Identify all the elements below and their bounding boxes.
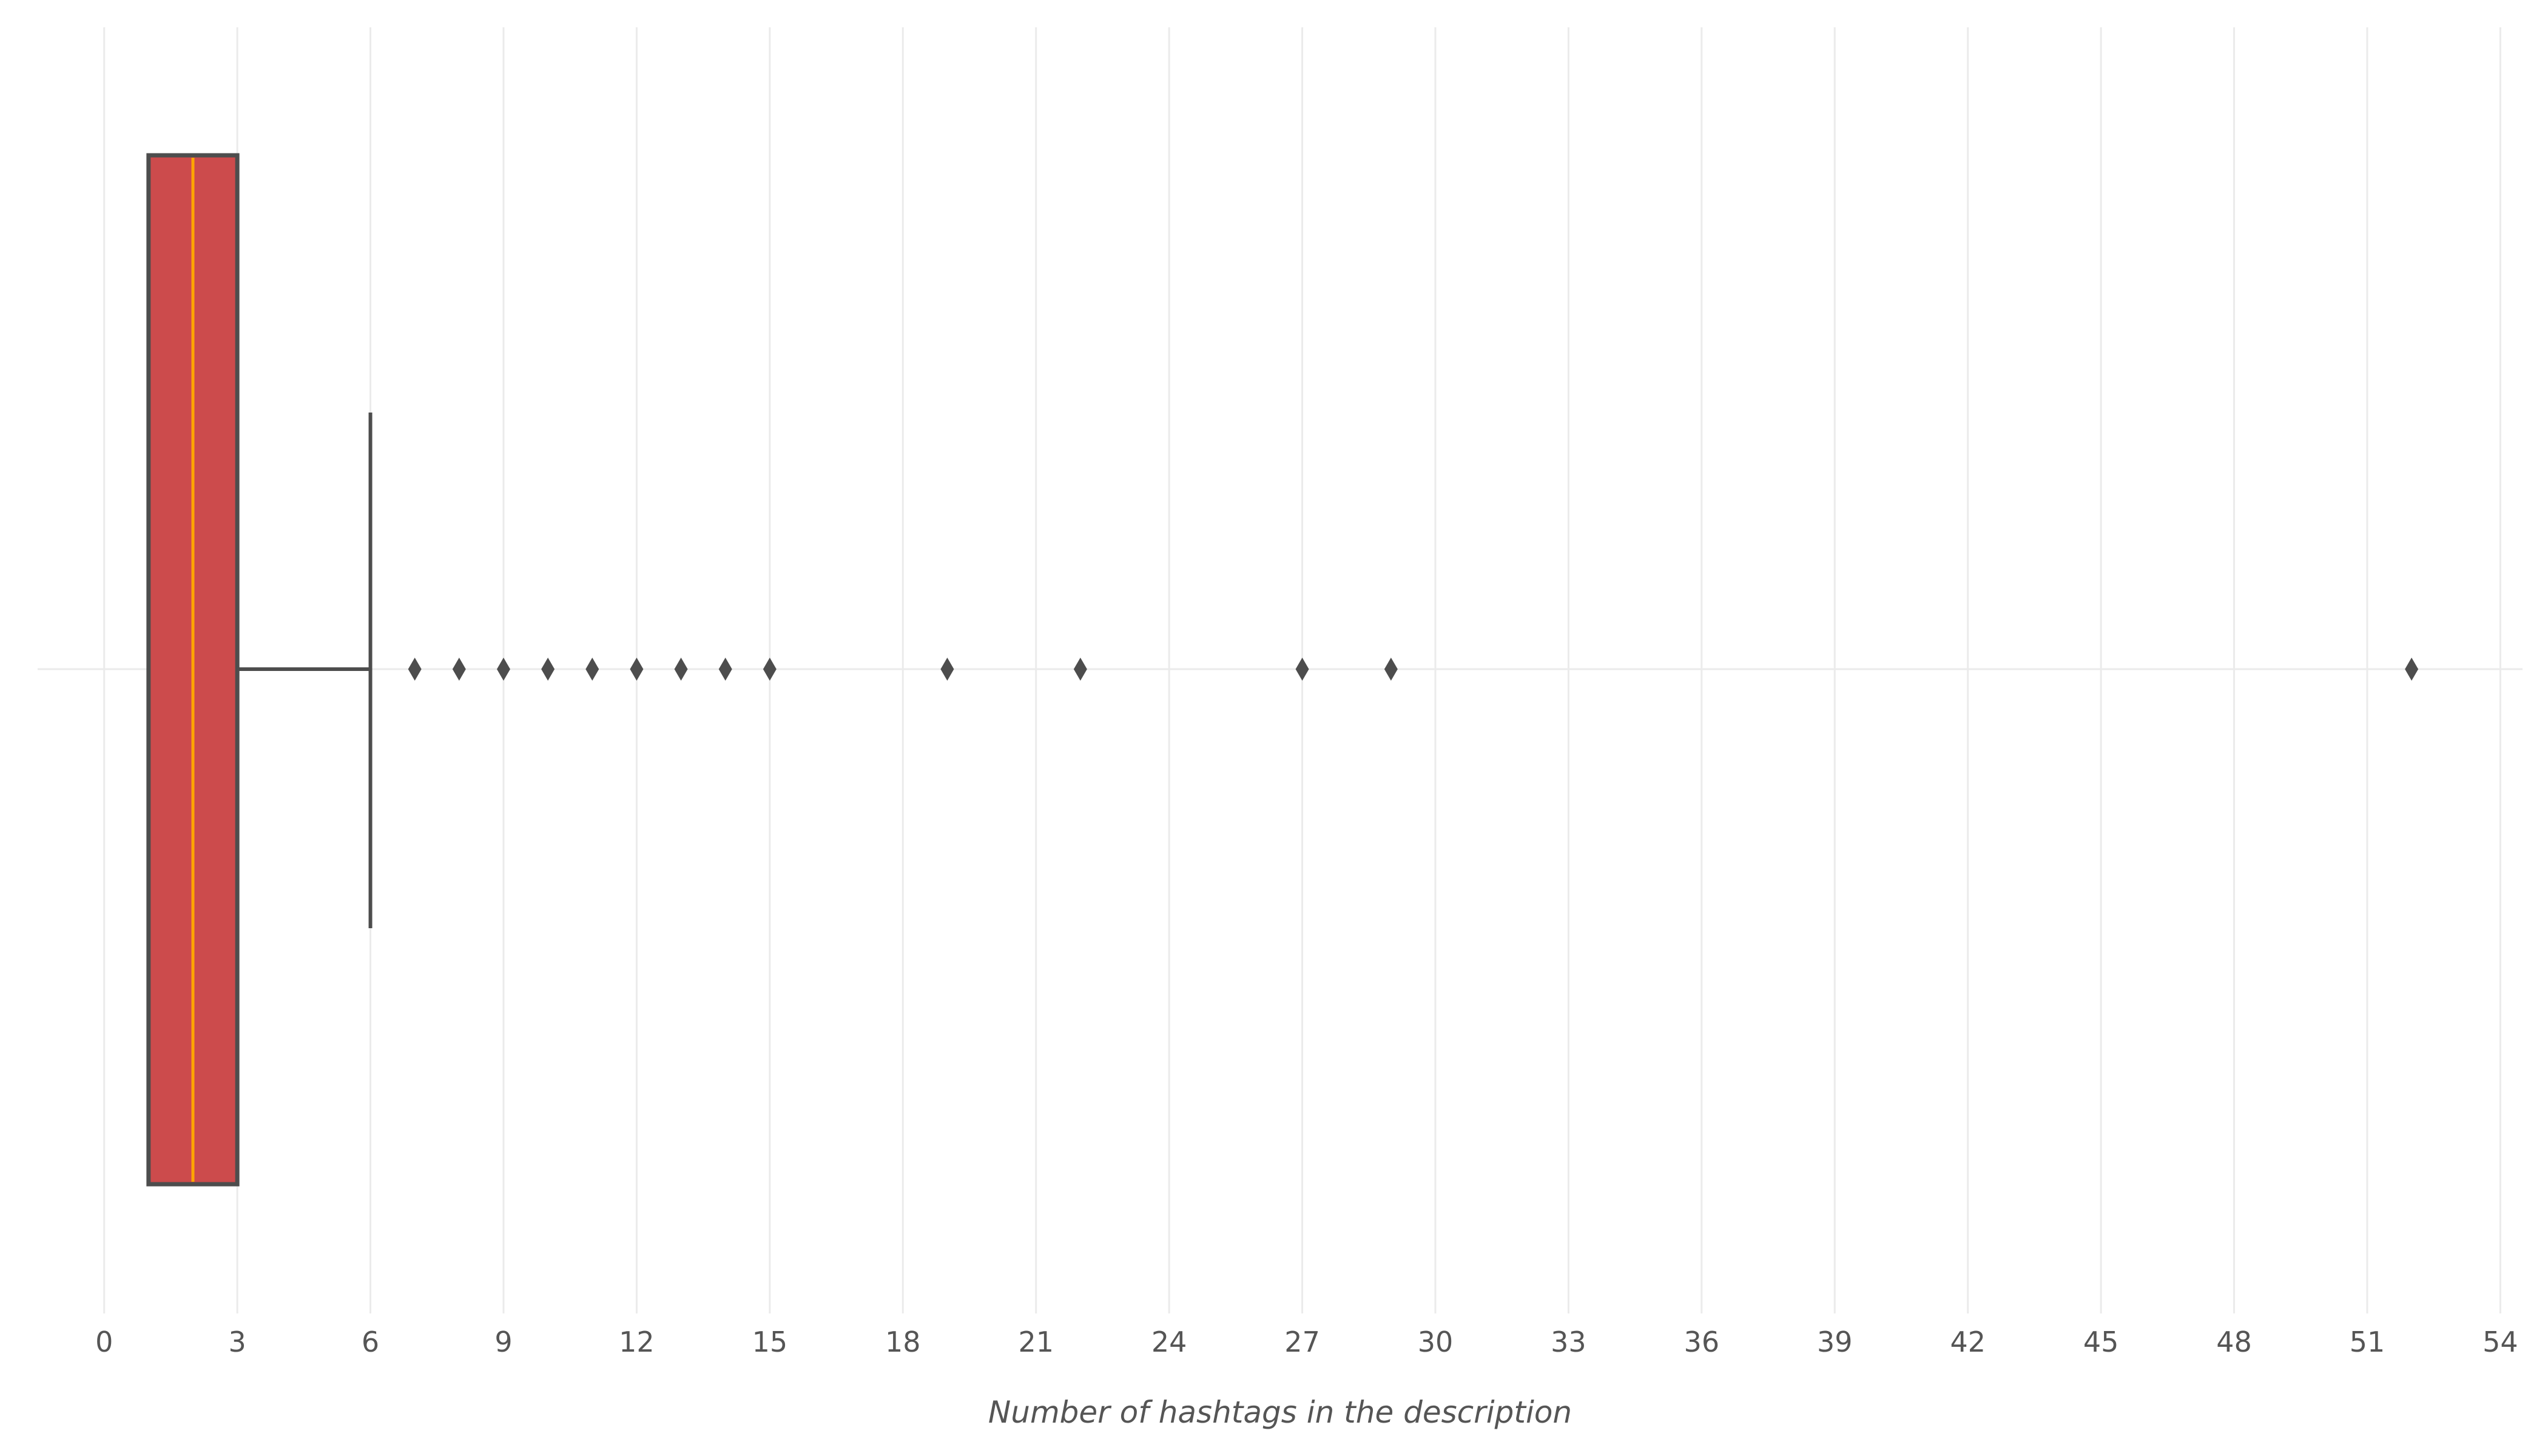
outlier-point [585,658,599,681]
x-tick-label: 3 [229,1326,246,1358]
x-tick-label: 0 [95,1326,113,1358]
outlier-point [497,658,510,681]
outlier-point [452,658,466,681]
x-tick-label: 51 [2350,1326,2385,1358]
outlier-point [541,658,555,681]
outlier-point [718,658,732,681]
x-tick-label: 18 [885,1326,921,1358]
grid-lines [103,27,2501,1313]
outlier-point [1384,658,1398,681]
outlier-point [1073,658,1087,681]
x-axis-title: Number of hashtags in the description [988,1395,1572,1430]
x-tick-labels: 0 3 6 9 12 15 18 21 24 27 30 33 36 39 42 45 48 51 54 [95,1326,2518,1358]
outlier-points [408,658,2419,681]
x-tick-label: 54 [2482,1326,2518,1358]
outlier-point [2405,658,2419,681]
x-tick-label: 36 [1684,1326,1720,1358]
x-tick-label: 21 [1018,1326,1054,1358]
x-tick-label: 6 [362,1326,379,1358]
x-tick-label: 33 [1551,1326,1586,1358]
outlier-point [763,658,777,681]
outlier-point [1295,658,1309,681]
x-tick-label: 30 [1418,1326,1454,1358]
outlier-point [408,658,422,681]
x-tick-label: 27 [1284,1326,1320,1358]
x-tick-label: 15 [752,1326,788,1358]
outlier-point [674,658,688,681]
x-tick-label: 39 [1817,1326,1853,1358]
x-tick-label: 48 [2216,1326,2252,1358]
x-tick-label: 24 [1151,1326,1187,1358]
x-tick-label: 42 [1950,1326,1986,1358]
x-tick-label: 45 [2083,1326,2119,1358]
x-tick-label: 12 [619,1326,655,1358]
x-tick-label: 9 [494,1326,512,1358]
outlier-point [940,658,954,681]
outlier-point [630,658,644,681]
